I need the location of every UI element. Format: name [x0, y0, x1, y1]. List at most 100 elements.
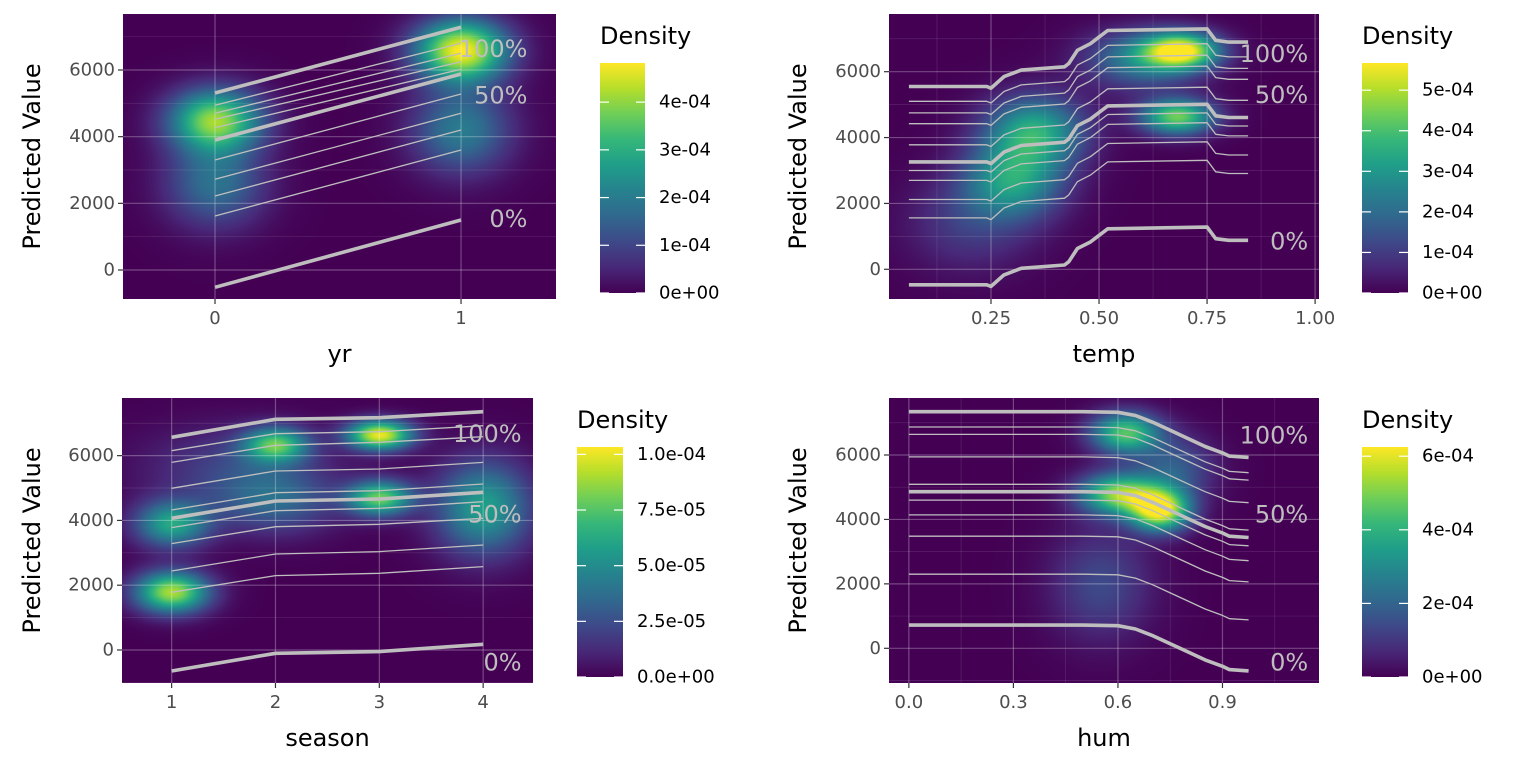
quantile-line: [908, 141, 1249, 202]
x-tick-label: 0.25: [971, 308, 1011, 329]
quantile-label: 50%: [468, 501, 521, 529]
legend-tick-label: 4e-04: [1422, 120, 1474, 141]
y-tick-label: 0: [870, 259, 881, 280]
quantile-line: [908, 514, 1249, 562]
gridlines: [123, 14, 556, 299]
prediction-lines: [908, 27, 1249, 289]
legend-tick-label: 1e-04: [659, 235, 711, 256]
quantile-label: 0%: [1270, 648, 1308, 676]
legend-tick-label: 5e-04: [1422, 80, 1474, 101]
x-tick-label: 2: [270, 692, 281, 713]
quantile-line: [171, 436, 484, 464]
y-tick-label: 2000: [69, 193, 115, 214]
quantile-label: 0%: [489, 205, 527, 233]
quantile-label: 100%: [459, 35, 528, 63]
y-tick-label: 2000: [68, 575, 114, 596]
gridlines: [889, 398, 1319, 683]
quantile-line: [214, 68, 462, 129]
colorbar: [1362, 447, 1408, 677]
quantile-line: [908, 456, 1249, 504]
x-axis-title: yr: [327, 340, 351, 368]
x-tick-label: 4: [477, 692, 488, 713]
legend-tick-label: 4e-04: [1422, 519, 1474, 540]
y-tick-label: 0: [103, 639, 114, 660]
legend-tick-label: 2e-04: [1422, 593, 1474, 614]
legend-title: Density: [1362, 22, 1453, 50]
quantile-line: [908, 112, 1249, 173]
quantile-line-bold: [214, 72, 462, 142]
x-axis-title: temp: [1073, 340, 1136, 368]
legend-tick-label: 2e-04: [1422, 201, 1474, 222]
quantile-line: [908, 499, 1249, 547]
quantile-line: [171, 544, 484, 572]
colorbar: [600, 63, 645, 293]
legend-tick-label: 2e-04: [659, 187, 711, 208]
y-tick-label: 6000: [69, 60, 115, 81]
y-tick-label: 0: [104, 260, 115, 281]
legend-tick-label: 3e-04: [1422, 161, 1474, 182]
legend-title: Density: [1362, 406, 1453, 434]
quantile-line: [908, 573, 1249, 621]
quantile-line-bold: [171, 490, 484, 521]
quantile-line-bold: [908, 409, 1249, 460]
quantile-line-bold: [214, 218, 462, 290]
quantile-line: [908, 122, 1249, 183]
quantile-line: [908, 43, 1249, 104]
legend-tick-label: 1e-04: [1422, 242, 1474, 263]
quantile-line: [908, 54, 1249, 116]
legend-tick-label: 2.5e-05: [637, 611, 706, 632]
legend-title: Density: [600, 22, 691, 50]
quantile-line: [214, 52, 462, 114]
density-heatmap-temp: [889, 14, 1319, 299]
quantile-line-bold: [214, 25, 462, 95]
quantile-line: [908, 86, 1249, 148]
quantile-line-bold: [908, 489, 1249, 540]
quantile-line: [908, 159, 1249, 221]
x-tick-label: 0.3: [999, 692, 1028, 713]
quantile-label: 100%: [1240, 422, 1309, 450]
legend-tick-label: 5.0e-05: [637, 555, 706, 576]
x-axis-title: hum: [1077, 724, 1131, 752]
density-legend: Density 0e+00 1e-04 2e-04 3e-04 4e-04 5e-04: [1362, 22, 1483, 304]
x-tick-label: 0.50: [1079, 308, 1119, 329]
quantile-line: [214, 129, 462, 197]
colorbar: [577, 447, 623, 677]
legend-tick-label: 0e+00: [1422, 283, 1483, 304]
y-tick-label: 4000: [835, 509, 881, 530]
quantile-line: [908, 433, 1249, 481]
prediction-lines: [908, 409, 1249, 673]
quantile-line: [171, 565, 484, 593]
x-tick-label: 0.9: [1208, 692, 1237, 713]
legend-tick-label: 0e+00: [659, 283, 720, 304]
x-tick-label: 1: [455, 308, 466, 329]
quantile-line: [214, 42, 462, 106]
quantile-line: [214, 93, 462, 161]
y-axis-title: Predicted Value: [784, 63, 812, 249]
legend-tick-label: 0.0e+00: [637, 667, 715, 688]
quantile-line-bold: [171, 642, 484, 673]
legend-tick-label: 6e-04: [1422, 446, 1474, 467]
y-tick-label: 2000: [835, 573, 881, 594]
quantile-line: [908, 535, 1249, 583]
panel-yr: 100% 50% 0% 0 2000 4000 6000 0 1 yr Predicted Valu…: [18, 14, 720, 368]
quantile-label: 50%: [1255, 501, 1308, 529]
y-axis-title: Predicted Value: [784, 447, 812, 633]
quantile-line: [214, 61, 462, 120]
quantile-line: [908, 65, 1249, 127]
x-tick-label: 0.6: [1104, 692, 1133, 713]
y-axis-title: Predicted Value: [18, 447, 46, 633]
y-tick-label: 6000: [68, 445, 114, 466]
legend-tick-label: 0e+00: [1422, 667, 1483, 688]
panel-hum: 100% 50% 0% 0 2000 4000 6000 0.0 0.3 0.6 0.9 hum Pre…: [784, 398, 1483, 752]
legend-tick-label: 1.0e-04: [637, 444, 706, 465]
y-tick-label: 4000: [69, 126, 115, 147]
y-tick-label: 4000: [835, 127, 881, 148]
y-axis-title: Predicted Value: [18, 63, 46, 249]
panel-season: 100% 50% 0% 0 2000 4000 6000 1 2 3 4 season Predicte…: [18, 398, 715, 752]
quantile-line: [171, 461, 484, 489]
prediction-lines: [171, 409, 484, 673]
quantile-label: 100%: [1240, 40, 1309, 68]
panel-temp: 100% 50% 0% 0 2000 4000 6000 0.25 0.50 0.75 1.00 te…: [784, 14, 1483, 368]
quantile-label: 0%: [1270, 228, 1308, 256]
